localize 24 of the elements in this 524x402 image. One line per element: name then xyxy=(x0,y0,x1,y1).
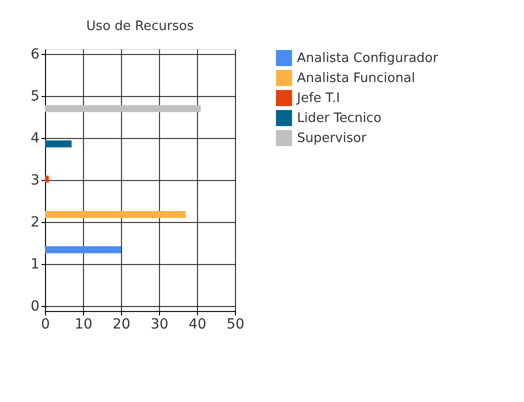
bar xyxy=(45,176,49,183)
legend-label: Supervisor xyxy=(297,131,368,146)
y-tick-label: 6 xyxy=(30,46,40,62)
legend-label: Jefe T.I xyxy=(296,91,340,106)
x-tick-label: 30 xyxy=(150,316,168,332)
x-tick-label: 40 xyxy=(188,316,206,332)
y-tick-label: 3 xyxy=(30,172,40,188)
chart-title: Uso de Recursos xyxy=(86,19,194,34)
x-tick-label: 0 xyxy=(41,316,50,332)
y-tick-label: 2 xyxy=(30,214,40,230)
bar xyxy=(45,140,72,148)
x-tick-label: 10 xyxy=(74,316,92,332)
y-tick-label: 5 xyxy=(30,88,40,104)
x-tick-label: 50 xyxy=(226,316,244,332)
bar xyxy=(45,210,186,218)
y-tick-label: 1 xyxy=(30,256,40,272)
x-tick-label: 20 xyxy=(112,316,130,332)
bar xyxy=(45,246,121,254)
legend-label: Analista Configurador xyxy=(297,51,439,66)
legend-label: Lider Tecnico xyxy=(297,111,382,126)
legend-label: Analista Funcional xyxy=(297,71,416,86)
bar xyxy=(45,105,201,112)
y-tick-label: 0 xyxy=(30,298,40,314)
y-tick-label: 4 xyxy=(30,130,40,146)
